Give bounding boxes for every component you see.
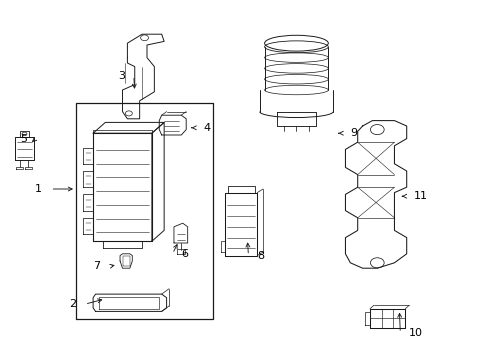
Text: 2: 2 bbox=[69, 299, 76, 309]
Text: 7: 7 bbox=[93, 261, 100, 271]
Text: 8: 8 bbox=[257, 251, 265, 261]
Text: 11: 11 bbox=[414, 191, 428, 201]
Text: 9: 9 bbox=[350, 128, 358, 138]
Text: 6: 6 bbox=[181, 249, 188, 259]
Text: 5: 5 bbox=[20, 134, 27, 144]
Text: 3: 3 bbox=[118, 71, 125, 81]
Text: 10: 10 bbox=[409, 328, 423, 338]
Text: 4: 4 bbox=[203, 123, 211, 133]
Text: 1: 1 bbox=[35, 184, 42, 194]
